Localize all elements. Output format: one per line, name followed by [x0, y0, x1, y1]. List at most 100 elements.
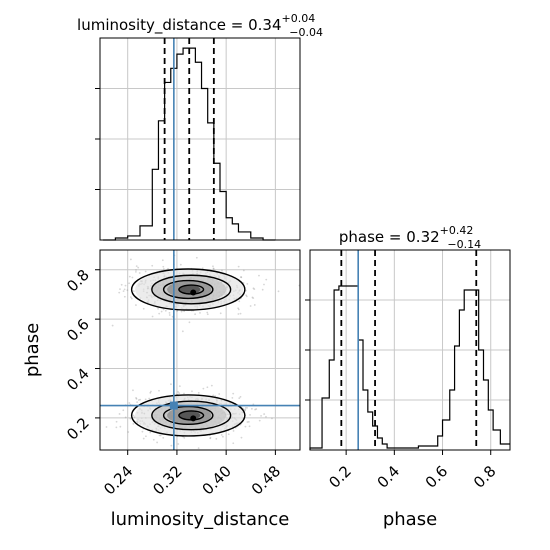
density-peak — [190, 415, 197, 422]
scatter-point — [246, 421, 249, 423]
x-axis-label-phase: phase — [383, 509, 437, 530]
scatter-point — [253, 288, 256, 291]
scatter-point — [122, 409, 125, 412]
scatter-point — [245, 294, 248, 297]
scatter-point — [135, 304, 137, 306]
scatter-point — [206, 311, 209, 314]
x-axis-label-luminosity-distance: luminosity_distance — [111, 509, 290, 530]
scatter-point — [253, 304, 256, 306]
scatter-point — [177, 443, 180, 445]
scatter-point — [156, 441, 159, 444]
scatter-point — [133, 416, 136, 418]
scatter-point — [227, 433, 230, 436]
scatter-point — [209, 437, 212, 440]
contour-line-0 — [130, 394, 246, 437]
hist3-step-line — [309, 285, 510, 450]
scatter-point — [263, 283, 265, 286]
scatter-point — [132, 414, 135, 417]
scatter-point — [265, 278, 268, 281]
scatter-point — [118, 413, 121, 415]
scatter-point — [119, 425, 122, 428]
scatter-ytick-label: 0.4 — [63, 365, 93, 395]
scatter-point — [130, 297, 133, 300]
y-axis-label-phase: phase — [22, 323, 43, 377]
scatter-point — [141, 430, 144, 433]
scatter-point — [179, 263, 182, 266]
truth-marker — [169, 401, 178, 410]
scatter-point — [132, 422, 135, 425]
scatter-point — [247, 420, 250, 423]
scatter-point — [251, 296, 254, 299]
scatter-point — [149, 391, 152, 394]
scatter-point — [191, 390, 193, 393]
scatter-point — [162, 265, 165, 268]
scatter-point — [237, 265, 240, 268]
scatter-point — [206, 386, 209, 389]
scatter-point — [181, 330, 184, 333]
scatter-point — [151, 315, 154, 318]
scatter-xtick-label: 0.24 — [100, 462, 136, 498]
contour-line-2 — [162, 405, 214, 426]
scatter-point — [178, 392, 181, 395]
contour-line-2 — [162, 279, 214, 300]
scatter-point — [131, 276, 134, 279]
scatter-point — [142, 437, 145, 440]
scatter-point — [271, 417, 273, 420]
scatter-point — [246, 406, 248, 409]
scatter-point — [152, 438, 155, 441]
scatter-point — [111, 324, 114, 327]
scatter-point — [219, 312, 222, 315]
scatter-point — [258, 274, 260, 277]
contour-line-0 — [130, 268, 246, 311]
scatter-point — [212, 265, 214, 268]
scatter-point — [212, 268, 215, 270]
scatter-point — [129, 417, 132, 420]
scatter-point — [248, 425, 251, 428]
scatter-point — [105, 426, 108, 428]
hist3-xtick-label: 0.6 — [422, 462, 452, 492]
scatter-point — [127, 431, 130, 433]
scatter-point — [180, 310, 183, 313]
scatter-point — [246, 283, 249, 285]
scatter-point — [195, 256, 198, 259]
scatter-xtick-label: 0.48 — [248, 462, 284, 498]
scatter-point — [202, 387, 205, 390]
contour-line-1 — [151, 400, 232, 431]
scatter-point — [240, 276, 243, 279]
scatter-point — [149, 431, 152, 434]
scatter-point — [170, 444, 173, 447]
scatter-point — [232, 442, 235, 445]
scatter-point — [260, 414, 262, 417]
scatter-point — [135, 397, 138, 400]
scatter-point — [263, 413, 266, 415]
scatter-point — [240, 276, 242, 278]
scatter-point — [232, 430, 235, 432]
scatter-point — [232, 392, 235, 395]
scatter-point — [237, 307, 240, 310]
scatter-point — [158, 389, 160, 392]
scatter-point — [167, 267, 169, 270]
hist3-xtick-label: 0.8 — [470, 462, 500, 492]
scatter-point — [119, 288, 121, 290]
scatter-point — [237, 313, 240, 315]
scatter-point — [258, 419, 261, 422]
scatter-point — [212, 394, 215, 397]
scatter-point — [212, 267, 215, 270]
scatter-point — [244, 408, 247, 411]
scatter-point — [150, 390, 152, 393]
scatter-point — [215, 437, 218, 440]
scatter-point — [132, 290, 135, 293]
scatter-point — [122, 290, 125, 293]
scatter-point — [183, 392, 185, 395]
scatter-point — [218, 393, 221, 395]
scatter-point — [168, 314, 171, 316]
scatter-point — [123, 288, 126, 291]
scatter-point — [164, 309, 167, 312]
hist3-xtick-label: 0.4 — [374, 462, 404, 492]
scatter-point — [137, 266, 140, 269]
scatter-point — [148, 397, 151, 400]
scatter-point — [199, 311, 201, 314]
scatter-point — [158, 312, 161, 315]
scatter-point — [157, 307, 159, 310]
